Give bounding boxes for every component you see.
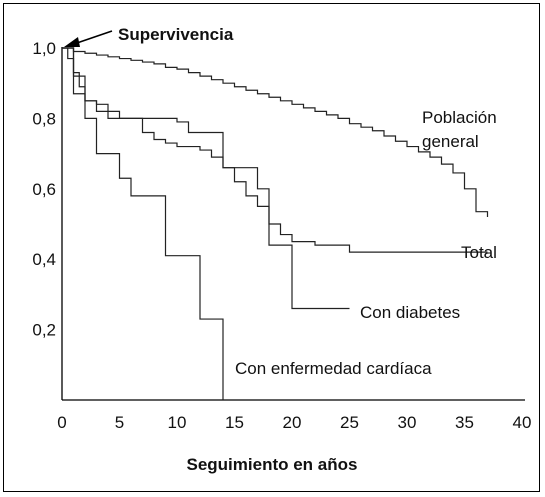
x-tick-label: 5 — [115, 413, 124, 432]
x-tick-label: 35 — [455, 413, 474, 432]
series-con-diabetes-line — [62, 47, 350, 310]
y-tick-label: 1,0 — [32, 39, 56, 58]
series-label-con-diabetes: Con diabetes — [360, 303, 460, 322]
series-labels: Población general Total Con diabetes Con enf… — [235, 108, 497, 378]
arrowhead-icon — [64, 37, 80, 47]
x-tick-label: 15 — [225, 413, 244, 432]
x-tick-label: 20 — [283, 413, 302, 432]
y-tick-label: 0,4 — [32, 250, 56, 269]
annotation-supervivencia: Supervivencia — [118, 25, 234, 44]
series-layer — [62, 47, 489, 400]
y-tick-label: 0,6 — [32, 180, 56, 199]
x-tick-label: 10 — [168, 413, 187, 432]
series-label-total: Total — [461, 243, 497, 262]
y-tick-label: 0,2 — [32, 321, 56, 340]
x-tick-label: 30 — [398, 413, 417, 432]
series-label-line: general — [422, 132, 479, 151]
y-tick-label: 0,8 — [32, 109, 56, 128]
x-tick-label: 0 — [57, 413, 66, 432]
tick-layer: 0 5 10 15 20 25 30 35 40 1,0 0,8 0,6 0,4 0,2 — [32, 39, 531, 432]
series-label-poblacion-general: Población general — [422, 108, 497, 151]
supervivencia-arrow-icon — [73, 30, 113, 45]
x-tick-label: 40 — [513, 413, 532, 432]
axes — [61, 47, 525, 401]
x-tick-label: 25 — [340, 413, 359, 432]
x-axis-label: Seguimiento en años — [187, 455, 358, 474]
series-label-con-enfermedad-cardiaca: Con enfermedad cardíaca — [235, 359, 432, 378]
series-poblacion-general-line — [62, 47, 489, 217]
annotation-layer: Supervivencia — [64, 25, 234, 47]
series-label-line: Población — [422, 108, 497, 127]
series-con-enfermedad-cardiaca-line — [62, 47, 224, 400]
chart-frame — [3, 3, 540, 492]
